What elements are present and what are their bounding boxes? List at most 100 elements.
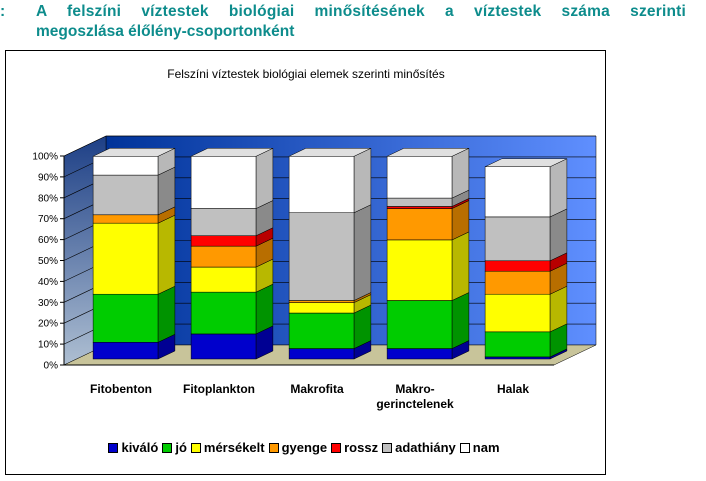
bar-segment — [386, 147, 470, 199]
x-category-label: Fitoplankton — [183, 382, 255, 396]
bar-stack — [386, 147, 470, 360]
bar-side — [451, 147, 470, 199]
bar-segment — [288, 147, 372, 214]
heading-line-2: megoszlása élőlény-csoportonként — [36, 23, 295, 40]
y-tick-label: 20% — [38, 319, 58, 330]
bar-side — [451, 231, 470, 301]
bar-front — [288, 212, 355, 301]
bar-side — [353, 147, 372, 214]
bar-stack — [484, 158, 568, 360]
legend-label: rossz — [344, 440, 379, 455]
bar-front — [386, 239, 453, 301]
x-category-label: Makro-gerinctelenek — [376, 382, 454, 411]
legend-label: nam — [472, 440, 500, 455]
bar-front — [484, 260, 551, 272]
x-category-label: Halak — [497, 382, 529, 396]
bar-front — [190, 235, 257, 247]
x-category-label: Makrofita — [290, 382, 344, 396]
bar-front — [386, 208, 453, 241]
chart-legend: kiváló jó mérsékelt gyenge rossz adathiány nam — [0, 440, 612, 455]
y-tick-label: 80% — [38, 193, 58, 204]
bar-front — [386, 197, 453, 207]
bar-front — [92, 293, 159, 343]
bar-side — [255, 147, 274, 209]
bar-front — [288, 300, 355, 303]
bar-segment — [386, 231, 470, 301]
bar-top — [484, 158, 568, 167]
bar-segment — [92, 214, 176, 295]
legend-item: gyenge — [268, 440, 328, 455]
legend-label: adathiány — [395, 440, 456, 455]
bar-stack — [288, 147, 372, 360]
bar-front — [484, 216, 551, 262]
bar-front — [92, 214, 159, 224]
y-tick-label: 10% — [38, 340, 58, 351]
bar-segment — [484, 158, 568, 218]
bar-side — [157, 166, 176, 216]
bar-front — [190, 291, 257, 335]
y-tick-label: 0% — [44, 361, 59, 372]
y-tick-label: 70% — [38, 214, 58, 225]
legend-swatch — [190, 442, 201, 453]
bar-front — [484, 293, 551, 333]
bar-front — [288, 312, 355, 349]
bar-segment — [484, 323, 568, 358]
bar-front — [92, 222, 159, 295]
bar-segment — [484, 285, 568, 333]
bar-side — [549, 208, 568, 262]
bar-side — [255, 283, 274, 335]
legend-item: jó — [162, 440, 187, 455]
legend-swatch — [331, 442, 342, 453]
bar-front — [190, 245, 257, 268]
y-tick-label: 90% — [38, 172, 58, 183]
bar-stack — [92, 147, 176, 360]
bar-side — [157, 285, 176, 343]
y-tick-label: 30% — [38, 298, 58, 309]
bar-top — [190, 148, 274, 157]
bar-segment — [92, 147, 176, 176]
bar-front — [386, 348, 453, 360]
bar-front — [190, 156, 257, 209]
y-tick-label: 40% — [38, 277, 58, 288]
legend-swatch — [268, 442, 279, 453]
bar-segment — [190, 147, 274, 209]
bar-front — [190, 266, 257, 293]
bar-side — [451, 292, 470, 349]
heading-bullet: : — [0, 3, 6, 20]
legend-item: kiváló — [108, 440, 158, 455]
legend-label: jó — [175, 440, 187, 455]
y-tick-label: 60% — [38, 235, 58, 246]
bar-front — [484, 331, 551, 358]
legend-swatch — [108, 442, 119, 453]
heading-line-1: A felszíni víztestek biológiai minősítés… — [36, 3, 686, 20]
chart-frame — [5, 50, 606, 475]
bar-side — [353, 204, 372, 301]
bar-segment — [92, 285, 176, 343]
bar-segment — [288, 204, 372, 301]
legend-swatch — [382, 442, 393, 453]
bar-front — [484, 356, 551, 360]
bar-front — [288, 156, 355, 213]
bar-front — [386, 206, 453, 209]
bar-side — [157, 214, 176, 295]
bar-top — [92, 148, 176, 157]
bar-top — [386, 148, 470, 157]
bar-front — [288, 348, 355, 360]
bar-front — [92, 174, 159, 216]
legend-label: gyenge — [281, 440, 328, 455]
legend-item: rossz — [331, 440, 378, 455]
gridline — [63, 135, 596, 157]
x-category-label: Fitobenton — [90, 382, 152, 396]
legend-label: mérsékelt — [203, 440, 265, 455]
legend-item: mérsékelt — [190, 440, 265, 455]
bar-front — [484, 166, 551, 218]
y-tick-label: 100% — [32, 152, 58, 163]
y-tick-label: 50% — [38, 256, 58, 267]
bar-front — [190, 208, 257, 236]
legend-swatch — [459, 442, 470, 453]
legend-item: adathiány — [382, 440, 456, 455]
legend-swatch — [162, 442, 173, 453]
bar-front — [386, 300, 453, 349]
bar-front — [386, 156, 453, 199]
